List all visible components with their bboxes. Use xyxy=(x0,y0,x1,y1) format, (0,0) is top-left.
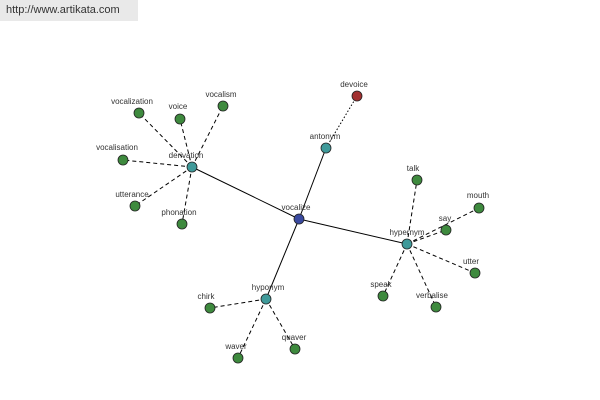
word-label: mouth xyxy=(467,191,489,200)
word-label: speak xyxy=(370,280,392,289)
word-label: derivation xyxy=(169,151,204,160)
edge xyxy=(406,243,437,308)
word-label: hyponym xyxy=(252,283,285,292)
word-node xyxy=(133,107,145,119)
word-label: waver xyxy=(224,342,247,351)
word-label: hypernym xyxy=(389,228,424,237)
word-node xyxy=(217,100,229,112)
edge xyxy=(298,147,327,220)
word-node xyxy=(401,238,413,250)
edge xyxy=(179,118,193,168)
word-label: devoice xyxy=(340,80,368,89)
word-node xyxy=(320,142,332,154)
edge xyxy=(406,179,418,245)
word-node xyxy=(377,290,389,302)
word-node xyxy=(260,293,272,305)
word-label: vocalisation xyxy=(96,143,138,152)
word-label: utterance xyxy=(115,190,149,199)
word-label: utter xyxy=(463,257,479,266)
word-node xyxy=(469,267,481,279)
word-label: vocalism xyxy=(205,90,236,99)
word-node xyxy=(117,154,129,166)
word-label: vocalization xyxy=(111,97,153,106)
word-node xyxy=(289,343,301,355)
edge xyxy=(181,166,193,225)
edge xyxy=(209,298,267,309)
edge xyxy=(191,105,224,168)
word-node xyxy=(411,174,423,186)
edge xyxy=(265,218,300,300)
edge xyxy=(191,166,300,220)
edge xyxy=(134,166,193,207)
edge xyxy=(406,243,476,274)
word-node xyxy=(473,202,485,214)
word-node xyxy=(176,218,188,230)
edge xyxy=(237,298,267,359)
word-label: phonation xyxy=(161,208,196,217)
word-label: vocalize xyxy=(282,203,311,212)
edge xyxy=(382,243,408,297)
word-node xyxy=(440,224,452,236)
word-label: voice xyxy=(169,102,188,111)
word-node xyxy=(293,213,305,225)
edge xyxy=(325,95,358,149)
word-node xyxy=(232,352,244,364)
word-label: verbalise xyxy=(416,291,449,300)
word-label: antonym xyxy=(310,132,341,141)
word-node xyxy=(351,90,363,102)
word-label: quaver xyxy=(282,333,307,342)
word-label: talk xyxy=(407,164,420,173)
edge xyxy=(298,218,408,245)
edge xyxy=(138,112,193,168)
word-node xyxy=(204,302,216,314)
edge xyxy=(122,159,193,168)
word-node xyxy=(186,161,198,173)
site-url[interactable]: http://www.artikata.com xyxy=(0,0,138,21)
word-label: chirk xyxy=(198,292,216,301)
word-label: say xyxy=(439,214,451,223)
word-node xyxy=(430,301,442,313)
edge xyxy=(265,298,296,350)
word-node xyxy=(129,200,141,212)
word-node xyxy=(174,113,186,125)
